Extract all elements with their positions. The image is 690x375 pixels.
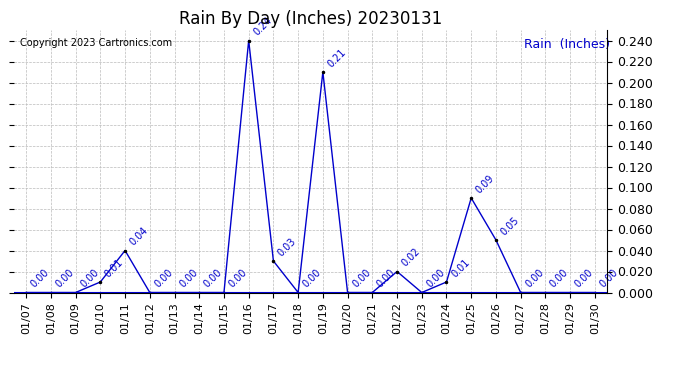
- Text: 0.00: 0.00: [202, 267, 224, 290]
- Text: 0.00: 0.00: [301, 267, 323, 290]
- Text: 0.21: 0.21: [326, 47, 348, 69]
- Text: 0.00: 0.00: [152, 267, 175, 290]
- Text: 0.00: 0.00: [177, 267, 199, 290]
- Title: Rain By Day (Inches) 20230131: Rain By Day (Inches) 20230131: [179, 10, 442, 28]
- Text: 0.02: 0.02: [400, 246, 422, 269]
- Text: 0.00: 0.00: [351, 267, 373, 290]
- Text: 0.00: 0.00: [227, 267, 249, 290]
- Text: Copyright 2023 Cartronics.com: Copyright 2023 Cartronics.com: [20, 38, 172, 48]
- Text: 0.01: 0.01: [103, 257, 126, 279]
- Text: 0.03: 0.03: [276, 236, 298, 258]
- Text: 0.05: 0.05: [499, 215, 521, 237]
- Text: 0.00: 0.00: [524, 267, 546, 290]
- Text: 0.09: 0.09: [474, 173, 496, 195]
- Text: 0.04: 0.04: [128, 225, 150, 248]
- Text: 0.01: 0.01: [449, 257, 471, 279]
- Text: 0.00: 0.00: [598, 267, 620, 290]
- Text: 0.00: 0.00: [573, 267, 595, 290]
- Text: 0.00: 0.00: [375, 267, 397, 290]
- Text: 0.00: 0.00: [548, 267, 571, 290]
- Text: 0.00: 0.00: [424, 267, 446, 290]
- Text: 0.00: 0.00: [29, 267, 51, 290]
- Text: Rain  (Inches): Rain (Inches): [524, 38, 610, 51]
- Text: 0.00: 0.00: [54, 267, 76, 290]
- Text: 0.00: 0.00: [79, 267, 101, 290]
- Text: 0.24: 0.24: [251, 15, 274, 38]
